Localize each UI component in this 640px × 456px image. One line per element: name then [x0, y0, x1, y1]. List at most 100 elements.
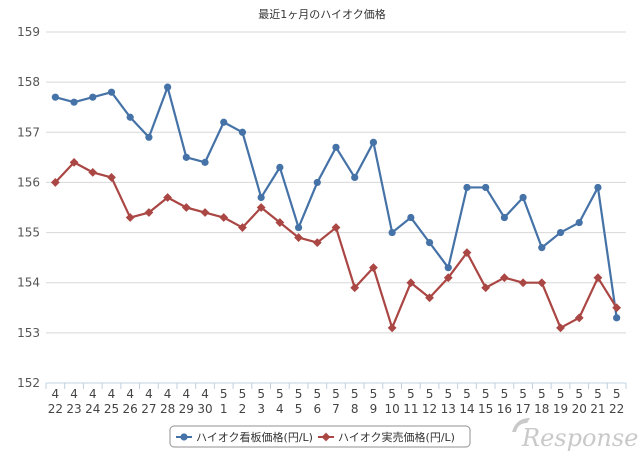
series-1-point — [89, 93, 97, 101]
legend-marker-1 — [180, 433, 188, 441]
x-tick-day: 23 — [66, 402, 81, 416]
series-1-point — [276, 163, 284, 171]
x-tick-day: 20 — [572, 402, 587, 416]
x-tick-month: 5 — [463, 387, 471, 401]
series-2-point — [107, 173, 116, 182]
x-tick-month: 4 — [126, 387, 134, 401]
series-2-point — [406, 278, 416, 288]
series-1-point — [594, 183, 602, 192]
x-tick-day: 16 — [497, 402, 512, 416]
x-tick-day: 8 — [351, 402, 359, 416]
y-tick-label: 154 — [17, 276, 40, 290]
y-tick-label: 158 — [17, 75, 40, 89]
series-1-point — [238, 128, 247, 136]
x-tick-month: 5 — [313, 387, 321, 401]
series-2-point — [181, 203, 191, 212]
series-1 — [51, 83, 621, 322]
x-tick-month: 5 — [295, 387, 303, 401]
x-tick-day: 27 — [141, 402, 156, 416]
y-tick-label: 157 — [17, 125, 40, 139]
series-1-point — [519, 193, 527, 202]
x-tick-day: 13 — [441, 402, 456, 416]
series-2-point — [556, 323, 565, 333]
x-tick-month: 5 — [575, 387, 583, 401]
series-1-point — [294, 223, 303, 232]
x-tick-month: 5 — [557, 387, 565, 401]
y-tick-label: 152 — [17, 376, 40, 390]
x-tick-month: 4 — [201, 387, 209, 401]
series-2-point — [200, 208, 210, 217]
series-1-point — [369, 138, 378, 146]
x-tick-day: 11 — [403, 402, 418, 416]
x-tick-month: 5 — [351, 387, 359, 401]
series-2-point — [125, 213, 135, 222]
series-1-point — [407, 213, 415, 222]
series-1-point — [463, 183, 471, 192]
x-tick-day: 21 — [590, 402, 605, 416]
x-tick-month: 5 — [388, 387, 396, 401]
series-1-point — [51, 93, 59, 101]
legend-label-2: ハイオク実売価格(円/L) — [338, 430, 455, 444]
x-tick-month: 5 — [482, 387, 490, 401]
x-tick-month: 5 — [613, 387, 621, 401]
series-1-point — [257, 193, 265, 202]
legend-label-1: ハイオク看板価格(円/L) — [196, 430, 313, 444]
x-tick-day: 14 — [459, 402, 474, 416]
series-2-point — [294, 233, 303, 242]
chart-title: 最近1ヶ月のハイオク価格 — [258, 7, 386, 21]
x-tick-day: 7 — [332, 402, 340, 416]
series-2-point — [69, 157, 79, 167]
x-tick-month: 4 — [145, 387, 153, 401]
x-tick-month: 5 — [276, 387, 284, 401]
series-2 — [50, 157, 622, 333]
x-tick-day: 26 — [123, 402, 138, 416]
x-tick-month: 5 — [444, 387, 452, 401]
y-tick-label: 156 — [17, 175, 40, 189]
series-2-point — [574, 313, 584, 323]
series-2-point — [50, 178, 60, 187]
x-tick-month: 5 — [239, 387, 247, 401]
series-2-point — [275, 218, 285, 227]
series-1-point — [556, 228, 565, 237]
x-axis: 4224234244254264274284294305152535455565… — [48, 387, 625, 416]
series-2-point — [163, 193, 173, 202]
series-1-point — [538, 244, 546, 252]
x-tick-month: 4 — [70, 387, 78, 401]
series-1-point — [444, 264, 452, 272]
x-tick-day: 18 — [534, 402, 549, 416]
x-tick-month: 5 — [538, 387, 546, 401]
x-tick-month: 5 — [220, 387, 228, 401]
x-tick-day: 29 — [179, 402, 194, 416]
x-tick-month: 4 — [164, 387, 172, 401]
series-2-point — [425, 293, 434, 303]
series-2-point — [499, 273, 509, 283]
series-2-line — [54, 161, 618, 329]
series-1-point — [332, 143, 340, 151]
series-1-point — [126, 113, 134, 121]
x-tick-day: 6 — [313, 402, 321, 416]
x-tick-day: 22 — [48, 402, 63, 416]
series-1-point — [70, 98, 78, 106]
series-2-point — [350, 283, 360, 293]
legend: ハイオク看板価格(円/L) ハイオク実売価格(円/L) — [169, 425, 471, 448]
series-2-point — [219, 213, 229, 222]
y-tick-label: 159 — [17, 25, 40, 39]
x-tick-month: 5 — [407, 387, 415, 401]
x-tick-day: 25 — [104, 402, 119, 416]
x-tick-month: 5 — [426, 387, 434, 401]
series-1-point — [388, 228, 396, 237]
x-tick-day: 28 — [160, 402, 175, 416]
series-1-point — [145, 133, 153, 141]
x-tick-month: 4 — [183, 387, 191, 401]
series-2-point — [387, 323, 397, 333]
x-tick-month: 5 — [501, 387, 509, 401]
watermark-logo-swoosh — [512, 418, 530, 432]
x-tick-month: 5 — [257, 387, 265, 401]
series-2-point — [537, 278, 547, 288]
x-tick-month: 5 — [519, 387, 527, 401]
x-tick-day: 30 — [197, 402, 212, 416]
series-2-point — [593, 273, 603, 283]
series-2-point — [443, 273, 453, 283]
series-2-point — [331, 223, 341, 232]
series-1-point — [220, 118, 228, 126]
